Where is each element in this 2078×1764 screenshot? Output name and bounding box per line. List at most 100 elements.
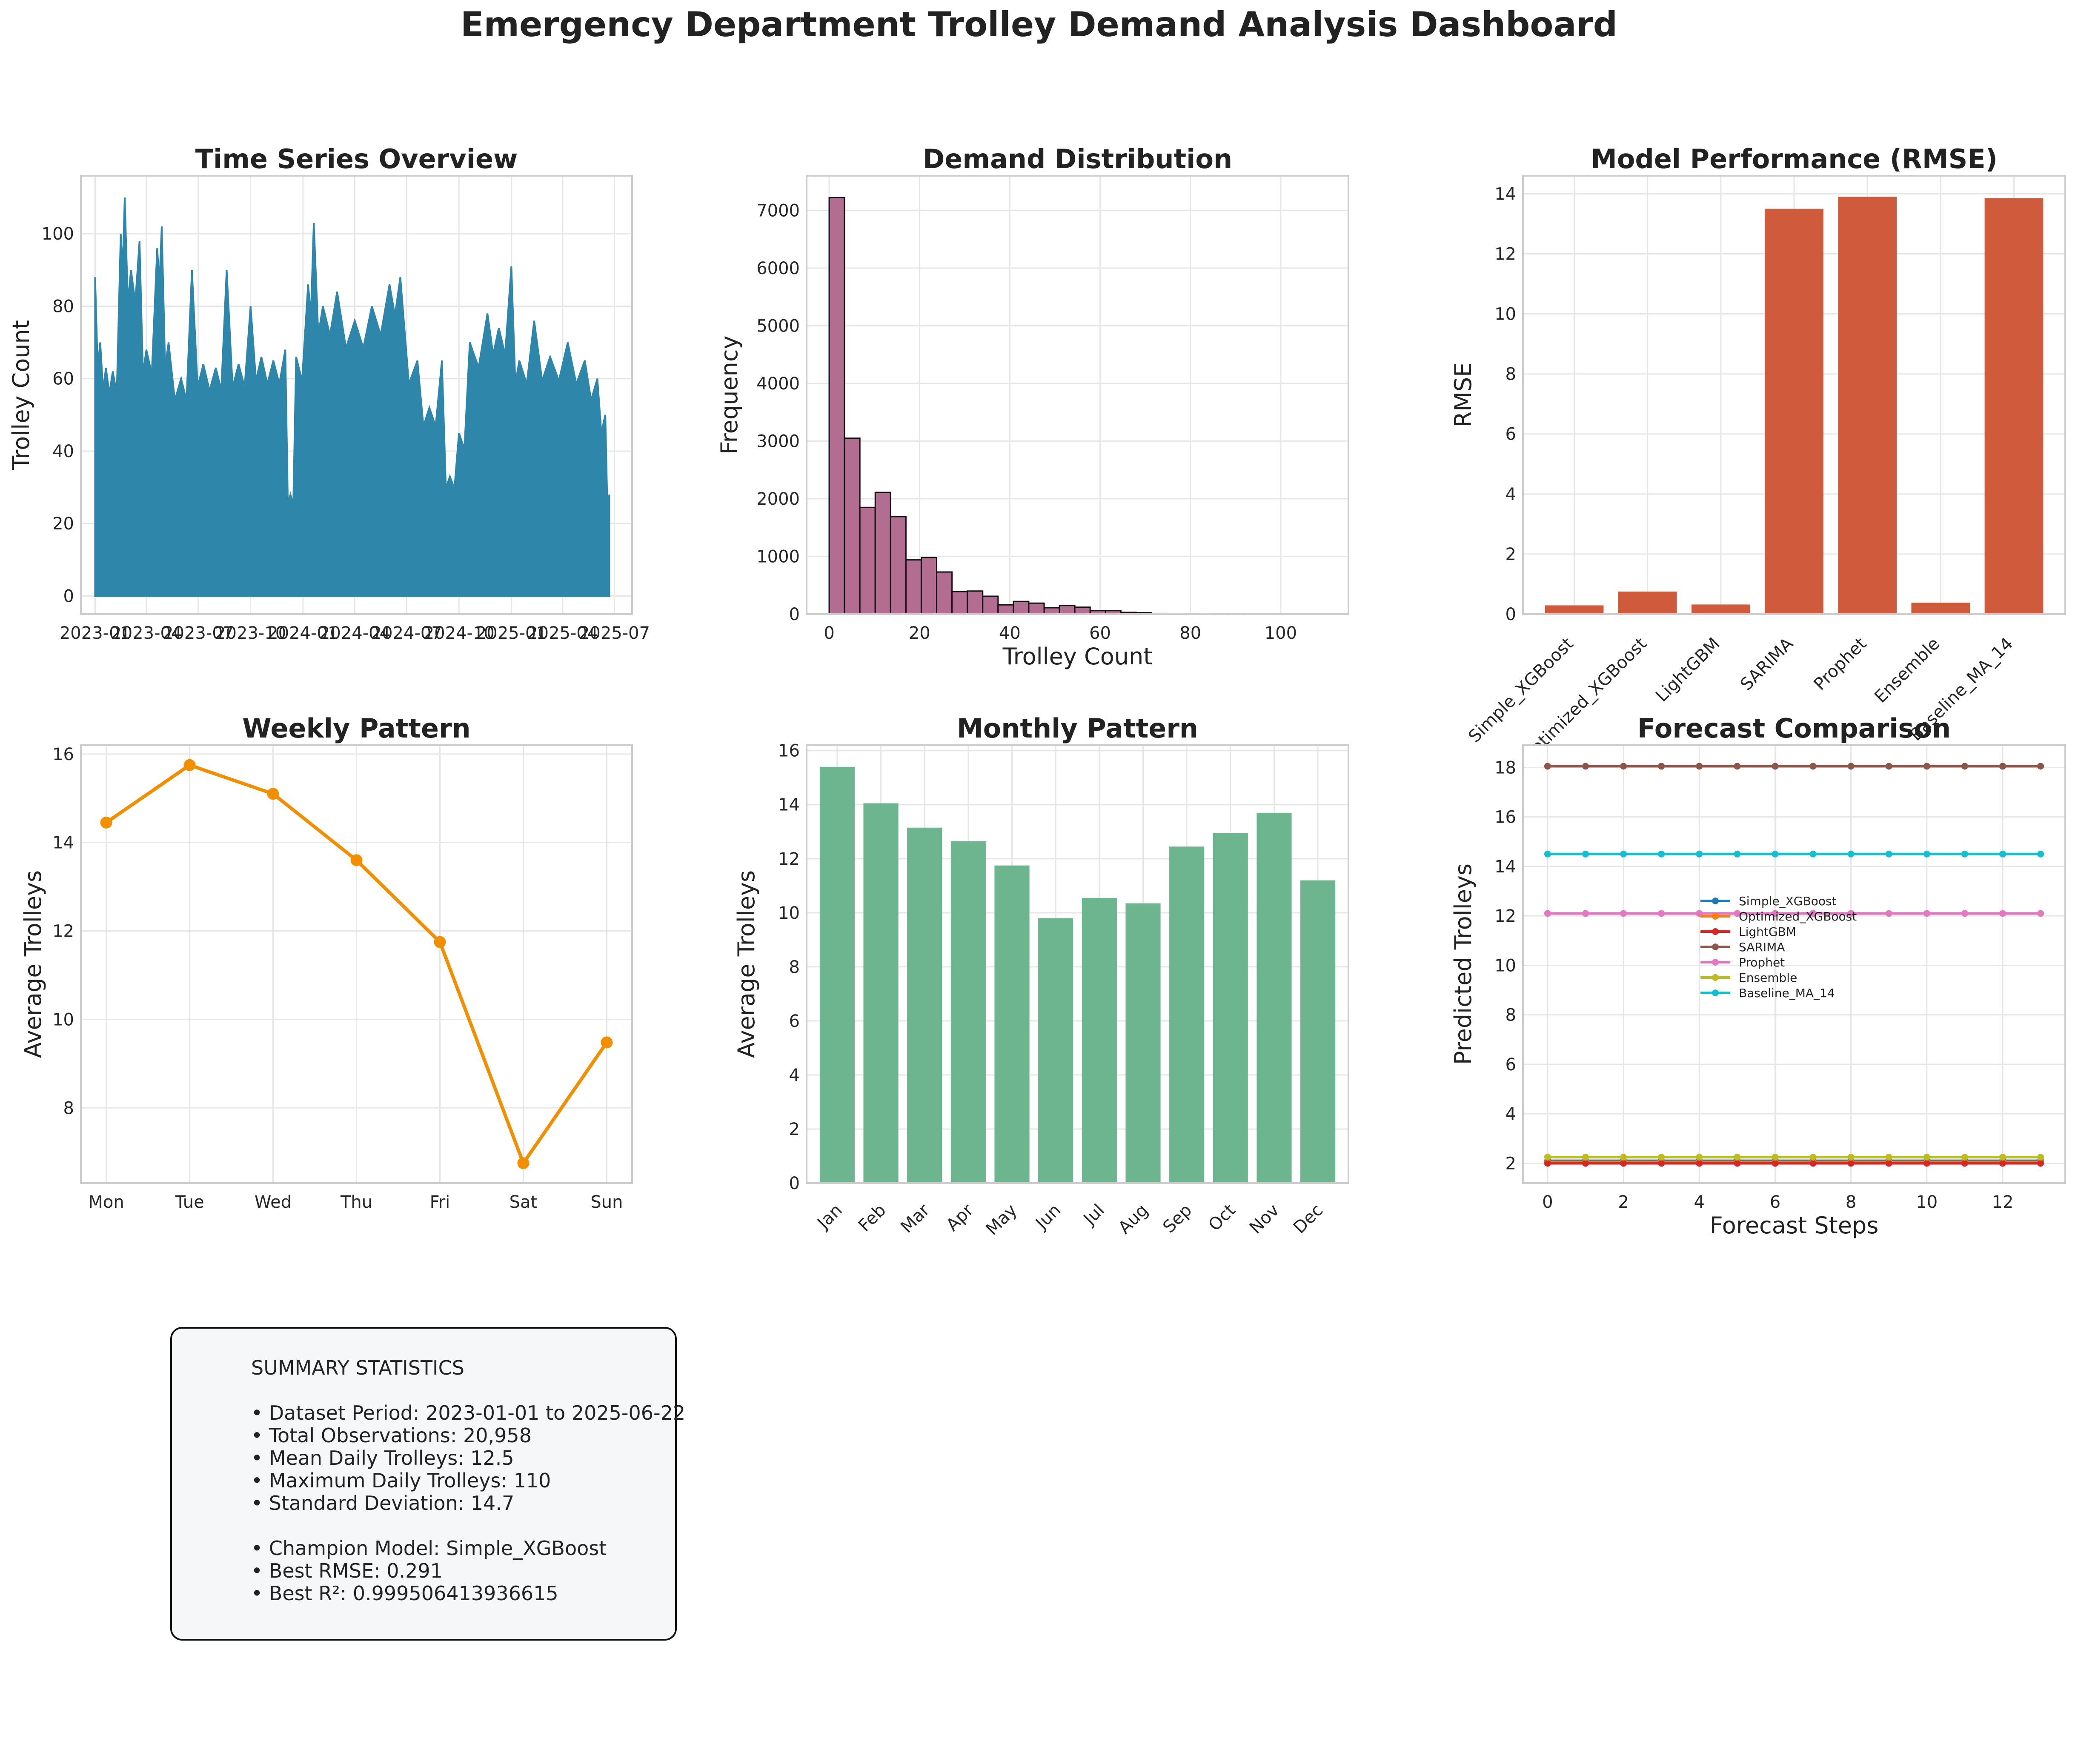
forecast-point	[1582, 851, 1589, 858]
y-tick-label: 16	[778, 741, 800, 761]
x-tick-label: Sun	[590, 1192, 623, 1212]
y-tick-label: 2	[1506, 1154, 1516, 1173]
x-tick-label: Ensemble	[1871, 634, 1943, 707]
chart-title: Weekly Pattern	[242, 713, 470, 744]
histogram-bar	[952, 592, 967, 614]
forecast-point	[1848, 763, 1855, 769]
x-tick-label: 4	[1694, 1192, 1705, 1212]
legend-marker	[1712, 928, 1719, 935]
monthly-bar	[820, 767, 855, 1183]
summary-line: • Best RMSE: 0.291	[251, 1560, 675, 1582]
forecast-point	[1620, 910, 1627, 917]
legend-label: Baseline_MA_14	[1739, 986, 1835, 1000]
legend-marker	[1712, 959, 1719, 966]
summary-line: • Total Observations: 20,958	[251, 1424, 675, 1447]
summary-statistics-box: SUMMARY STATISTICS• Dataset Period: 2023…	[170, 1327, 677, 1641]
legend-label: Simple_XGBoost	[1739, 894, 1837, 908]
y-tick-label: 20	[52, 514, 74, 534]
y-tick-label: 10	[1494, 305, 1516, 324]
y-tick-label: 8	[1506, 1006, 1516, 1025]
y-tick-label: 0	[1506, 605, 1516, 624]
y-tick-label: 6000	[756, 259, 800, 278]
monthly-bar	[863, 803, 898, 1183]
summary-line: • Dataset Period: 2023-01-01 to 2025-06-…	[251, 1402, 675, 1424]
x-tick-label: Oct	[1205, 1201, 1239, 1235]
forecast-point	[1923, 910, 1930, 917]
y-tick-label: 7000	[756, 201, 800, 220]
forecast-point	[1810, 1154, 1817, 1161]
y-tick-label: 12	[778, 849, 800, 869]
histogram-bar	[875, 492, 890, 614]
x-tick-label: Feb	[855, 1201, 890, 1236]
histogram-bar	[860, 507, 875, 614]
summary-line: • Best R²: 0.999506413936615	[251, 1582, 675, 1605]
forecast-point	[1923, 1160, 1930, 1166]
histogram-bar	[906, 560, 921, 614]
forecast-point	[1886, 851, 1892, 858]
y-tick-label: 8	[1506, 365, 1516, 384]
y-axis-label: Frequency	[716, 336, 743, 455]
y-tick-label: 14	[1494, 857, 1516, 877]
forecast-point	[1999, 1160, 2006, 1166]
forecast-point	[1658, 851, 1665, 858]
forecast-point	[1620, 1160, 1627, 1166]
summary-line: • Champion Model: Simple_XGBoost	[251, 1537, 675, 1560]
y-tick-label: 10	[1494, 956, 1516, 975]
y-tick-label: 16	[1494, 808, 1516, 827]
forecast-point	[2037, 1160, 2044, 1166]
chart-title: Model Performance (RMSE)	[1591, 143, 1998, 174]
forecast-point	[2037, 763, 2044, 769]
legend-marker	[1712, 913, 1719, 920]
y-tick-label: 10	[52, 1010, 74, 1029]
x-tick-label: 0	[824, 623, 834, 643]
forecast-point	[1772, 851, 1778, 858]
monthly-bar	[1169, 846, 1204, 1183]
x-tick-label: 6	[1770, 1192, 1780, 1212]
x-tick-label: 60	[1089, 623, 1111, 643]
chart-title: Demand Distribution	[923, 143, 1232, 174]
forecast-point	[1658, 910, 1665, 917]
y-tick-label: 14	[778, 795, 800, 815]
forecast-point	[1886, 763, 1892, 769]
forecast-point	[1544, 1160, 1551, 1166]
forecast-point	[1620, 1154, 1627, 1161]
forecast-point	[1923, 763, 1930, 769]
y-tick-label: 3000	[756, 432, 800, 451]
forecast-point	[1772, 1160, 1778, 1166]
forecast-point	[1961, 910, 1968, 917]
forecast-point	[1734, 1160, 1740, 1166]
forecast-point	[1923, 1154, 1930, 1161]
x-tick-label: Thu	[340, 1192, 372, 1212]
y-tick-label: 4	[1506, 1104, 1516, 1124]
forecast-point	[1848, 1160, 1855, 1166]
dashboard-title: Emergency Department Trolley Demand Anal…	[461, 5, 1617, 44]
legend-label: LightGBM	[1739, 925, 1796, 939]
forecast-point	[1886, 1154, 1892, 1161]
x-tick-label: Dec	[1290, 1201, 1327, 1238]
monthly-bar	[1125, 903, 1160, 1183]
x-tick-label: 2	[1618, 1192, 1629, 1212]
forecast-point	[1772, 763, 1778, 769]
summary-line: • Standard Deviation: 14.7	[251, 1492, 675, 1515]
rmse-bar	[1545, 605, 1604, 614]
histogram-bar	[844, 438, 860, 614]
x-tick-label: Fri	[430, 1192, 450, 1212]
histogram-bar	[998, 605, 1013, 614]
x-tick-label: Sat	[509, 1192, 538, 1212]
x-tick-label: Aug	[1115, 1201, 1152, 1238]
x-tick-label: Jul	[1079, 1201, 1108, 1230]
x-tick-label: 0	[1542, 1192, 1553, 1212]
y-tick-label: 2	[789, 1120, 800, 1139]
rmse-bar	[1765, 209, 1823, 614]
forecast-point	[1734, 1154, 1740, 1161]
forecast-point	[1999, 910, 2006, 917]
forecast-point	[1658, 1160, 1665, 1166]
chart-histogram: Demand Distribution010002000300040005000…	[716, 143, 1348, 670]
y-tick-label: 12	[1494, 244, 1516, 264]
forecast-point	[1999, 763, 2006, 769]
forecast-point	[1734, 851, 1740, 858]
y-tick-label: 18	[1494, 758, 1516, 778]
histogram-bar	[1013, 601, 1029, 614]
histogram-bar	[1044, 608, 1059, 614]
forecast-point	[1582, 763, 1589, 769]
